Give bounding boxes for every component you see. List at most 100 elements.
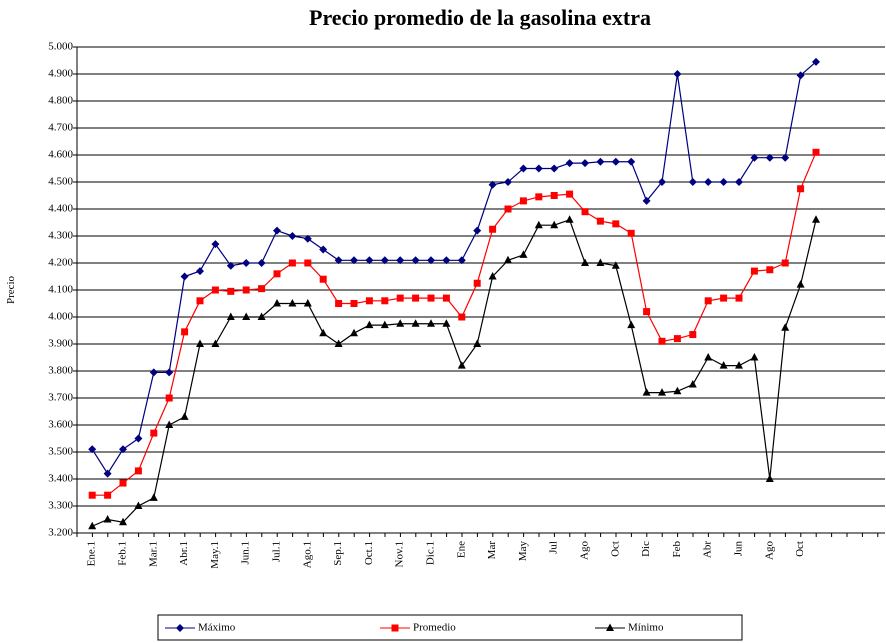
x-tick-label: Jun: [733, 541, 745, 557]
point: [765, 153, 774, 162]
x-tick-label: Ene: [455, 541, 467, 558]
point: [273, 270, 281, 278]
x-tick-label: Nov.1: [394, 541, 406, 567]
x-tick-label: Dic: [640, 541, 652, 557]
point: [165, 394, 173, 402]
point: [642, 388, 651, 396]
y-tick-label: 4.000: [48, 311, 73, 323]
point: [750, 353, 759, 361]
point: [180, 272, 189, 281]
legend-label: Mínimo: [628, 622, 664, 634]
point: [673, 335, 681, 343]
point: [134, 467, 142, 475]
x-tick-label: Ago: [579, 541, 591, 560]
point: [227, 287, 235, 295]
point: [350, 300, 358, 307]
x-tick-label: Abr.1: [178, 541, 190, 566]
x-tick-label: Ago: [763, 541, 775, 560]
y-tick-label: 4.400: [48, 203, 73, 215]
series-line: [92, 152, 817, 496]
point: [226, 312, 235, 320]
y-tick-label: 4.500: [48, 176, 73, 188]
point: [519, 197, 527, 205]
x-tick-label: Jul: [548, 541, 560, 554]
point: [303, 234, 312, 243]
point: [750, 153, 759, 162]
point: [673, 386, 682, 395]
y-tick-label: 4.700: [48, 122, 73, 134]
point: [380, 320, 389, 329]
point: [719, 361, 728, 369]
point: [380, 256, 389, 265]
point: [150, 429, 158, 437]
point: [781, 323, 790, 331]
point: [704, 353, 713, 361]
x-tick-label: May.1: [209, 541, 221, 569]
point: [627, 320, 636, 329]
point: [627, 229, 635, 237]
y-tick-label: 3.200: [48, 527, 73, 539]
point: [288, 259, 296, 267]
point: [396, 256, 405, 265]
point: [504, 178, 512, 186]
point: [796, 280, 805, 288]
point: [273, 299, 281, 307]
point: [180, 412, 189, 420]
point: [581, 159, 589, 168]
point: [704, 297, 712, 305]
y-tick-label: 3.800: [48, 365, 73, 377]
point: [412, 294, 420, 302]
point: [303, 299, 312, 307]
x-tick-label: Sep.1: [332, 541, 344, 566]
point: [119, 517, 127, 526]
point: [427, 294, 435, 302]
point: [750, 267, 758, 275]
y-tick-label: 5.000: [48, 41, 73, 53]
point: [488, 272, 497, 280]
point: [365, 297, 373, 305]
point: [457, 361, 466, 369]
point: [88, 521, 97, 530]
y-tick-label: 4.300: [48, 230, 73, 242]
x-tick-label: May: [517, 541, 529, 562]
y-axis-label: Precio: [5, 275, 17, 304]
point: [334, 339, 343, 347]
point: [391, 624, 399, 632]
point: [627, 157, 636, 166]
y-tick-label: 3.300: [48, 500, 73, 512]
point: [257, 312, 266, 320]
point: [581, 258, 589, 266]
point: [88, 491, 96, 499]
x-tick-label: Oct: [609, 541, 621, 557]
point: [688, 178, 697, 186]
point: [489, 225, 497, 233]
point: [719, 178, 728, 186]
point: [319, 275, 327, 283]
x-tick-label: Oct.1: [363, 541, 375, 565]
point: [396, 319, 405, 327]
point: [781, 259, 789, 267]
point: [704, 178, 713, 186]
point: [735, 294, 743, 302]
point: [458, 313, 466, 321]
point: [689, 331, 697, 339]
point: [488, 180, 497, 189]
point: [196, 339, 204, 347]
x-tick-label: Mar: [486, 541, 498, 560]
legend-label: Máximo: [198, 622, 236, 634]
y-tick-label: 3.400: [48, 473, 73, 485]
point: [103, 469, 112, 478]
x-tick-label: Mar.1: [147, 541, 159, 567]
point: [642, 196, 651, 205]
point: [211, 286, 219, 294]
point: [612, 220, 620, 228]
point: [735, 178, 743, 186]
y-tick-label: 4.800: [48, 95, 73, 107]
point: [226, 261, 235, 270]
point: [658, 388, 666, 396]
point: [504, 255, 512, 264]
point: [381, 297, 389, 305]
point: [596, 157, 605, 166]
chart-title: Precio promedio de la gasolina extra: [309, 5, 651, 30]
point: [534, 220, 543, 229]
